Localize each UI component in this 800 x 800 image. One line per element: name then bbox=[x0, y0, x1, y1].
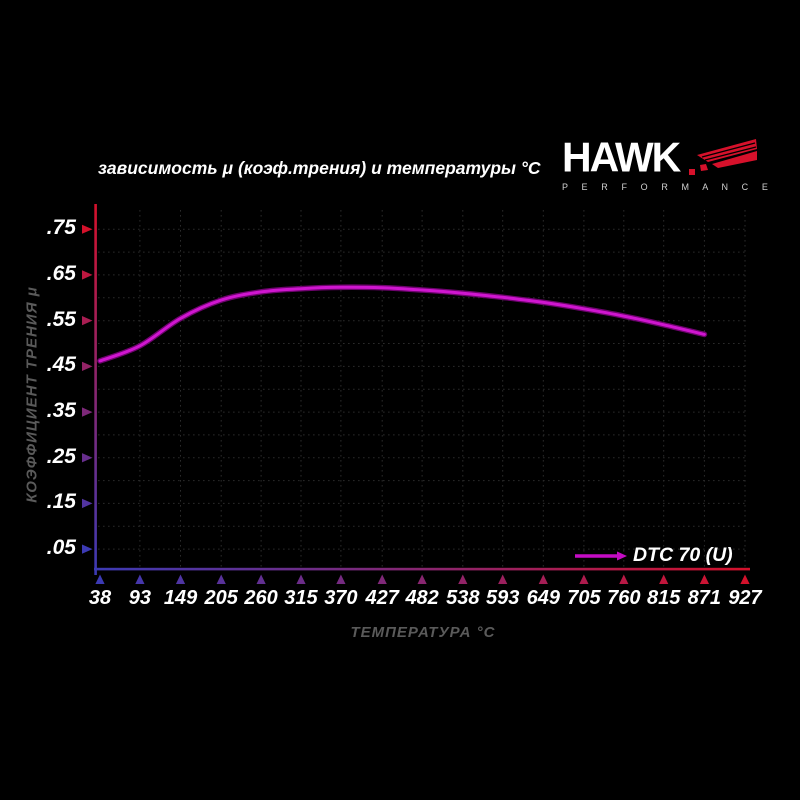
y-tick-label: .45 bbox=[46, 353, 76, 377]
x-tick-arrow-icon bbox=[579, 574, 589, 584]
x-tick-label: 815 bbox=[647, 587, 681, 609]
x-tick-arrow-icon bbox=[135, 574, 145, 584]
y-tick-arrow-icon bbox=[82, 270, 93, 280]
x-tick-label: 649 bbox=[526, 587, 560, 609]
x-tick-arrow-icon bbox=[538, 574, 548, 584]
x-tick-arrow-icon bbox=[417, 574, 427, 584]
y-tick-arrow-icon bbox=[82, 361, 93, 371]
y-tick-arrow-icon bbox=[82, 544, 93, 554]
y-tick-arrow-icon bbox=[82, 224, 93, 234]
y-tick-label: .05 bbox=[46, 536, 76, 560]
y-tick-label: .65 bbox=[46, 261, 76, 285]
y-tick-arrow-icon bbox=[82, 453, 93, 463]
series-curve bbox=[98, 285, 706, 363]
x-tick-arrow-icon bbox=[498, 574, 508, 584]
x-axis-line bbox=[94, 567, 750, 571]
legend-series-label: DTC 70 (U) bbox=[633, 544, 733, 566]
x-tick-arrow-icon bbox=[740, 574, 750, 584]
y-tick-label: .55 bbox=[46, 307, 76, 331]
x-tick-arrow-icon bbox=[95, 574, 105, 584]
x-tick-arrow-icon bbox=[458, 574, 468, 584]
y-axis-line bbox=[94, 204, 97, 575]
x-tick-arrow-icon bbox=[296, 574, 306, 584]
x-tick-label: 370 bbox=[324, 587, 358, 609]
x-tick-label: 705 bbox=[567, 587, 601, 609]
hawk-logo: HAWK P E R F O R M A N C E bbox=[562, 133, 774, 192]
x-tick-label: 38 bbox=[88, 587, 112, 609]
logo-subtitle: P E R F O R M A N C E bbox=[562, 182, 774, 192]
x-tick-label: 260 bbox=[244, 587, 278, 609]
x-tick-arrow-icon bbox=[619, 574, 629, 584]
x-tick-arrow-icon bbox=[699, 574, 709, 584]
x-tick-label: 149 bbox=[163, 587, 198, 609]
y-tick-arrow-icon bbox=[82, 498, 93, 509]
logo-row: HAWK bbox=[562, 133, 758, 181]
y-tick-label: .35 bbox=[46, 399, 76, 423]
logo-wing-icon bbox=[697, 139, 757, 171]
y-tick-label: .25 bbox=[46, 444, 76, 468]
logo-brand-text: HAWK bbox=[562, 133, 681, 181]
x-tick-arrow-icon bbox=[377, 574, 387, 584]
x-tick-label: 205 bbox=[204, 587, 238, 609]
legend-line-arrow-icon bbox=[617, 551, 627, 561]
x-tick-arrow-icon bbox=[175, 574, 186, 584]
x-tick-arrow-icon bbox=[216, 574, 226, 584]
x-tick-label: 482 bbox=[405, 587, 439, 609]
x-tick-arrow-icon bbox=[256, 574, 266, 584]
x-tick-label: 427 bbox=[365, 587, 399, 609]
x-tick-label: 927 bbox=[728, 587, 762, 609]
logo-dot bbox=[689, 169, 695, 175]
gridlines bbox=[98, 210, 746, 568]
y-tick-arrow-icon bbox=[82, 407, 93, 417]
x-tick-label: 538 bbox=[446, 587, 480, 609]
x-tick-label: 315 bbox=[284, 587, 318, 609]
x-tick-arrow-icon bbox=[336, 574, 346, 584]
x-tick-arrow-icon bbox=[659, 574, 669, 584]
y-tick-label: .15 bbox=[46, 490, 76, 514]
x-axis-title: ТЕМПЕРАТУРА °C bbox=[350, 624, 496, 641]
x-tick-label: 93 bbox=[128, 587, 152, 609]
x-tick-label: 593 bbox=[485, 587, 520, 609]
y-tick-label: .75 bbox=[46, 216, 76, 240]
chart-title: зависимость μ (коэф.трения) и температур… bbox=[98, 158, 541, 178]
y-tick-arrow-icon bbox=[82, 316, 93, 326]
x-tick-label: 760 bbox=[607, 587, 641, 609]
x-tick-label: 871 bbox=[687, 587, 722, 609]
